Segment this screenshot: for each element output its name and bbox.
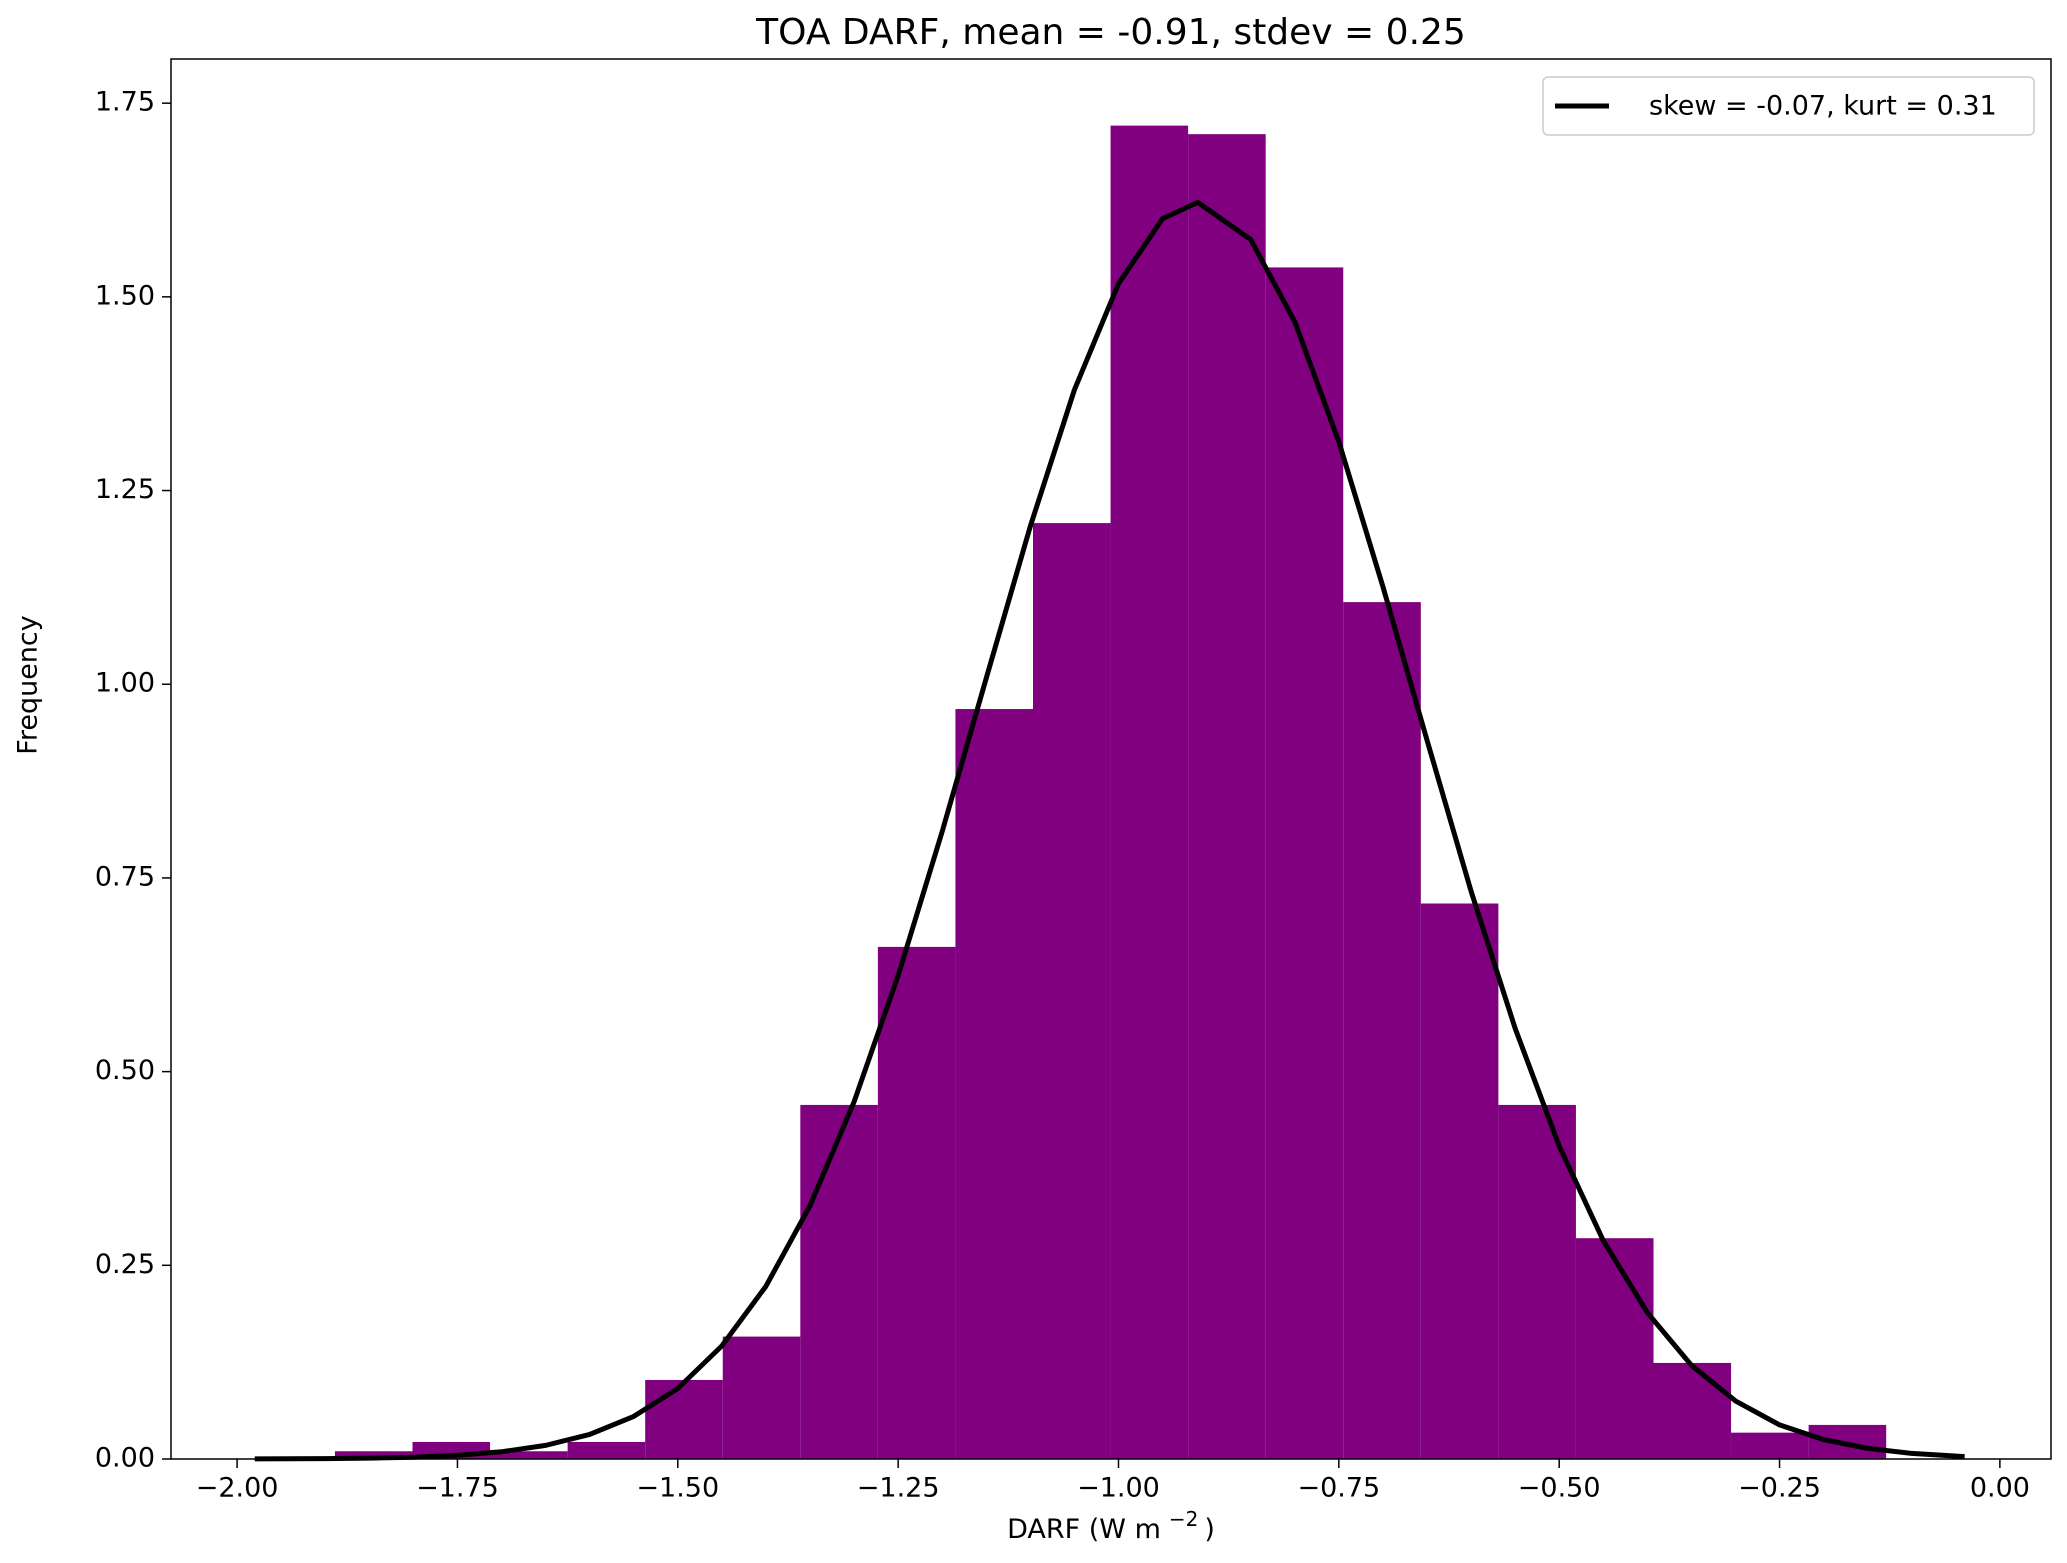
bar [955,709,1033,1459]
x-tick-label: −0.50 [1518,1473,1601,1504]
y-tick-label: 0.50 [95,1055,155,1086]
x-tick-label: −1.50 [636,1473,719,1504]
y-tick-label: 1.25 [95,474,155,505]
y-tick-label: 1.00 [95,668,155,699]
bar [1265,267,1344,1459]
axes-frame [170,58,2052,1460]
bar [1731,1432,1809,1459]
y-axis-label: Frequency [13,615,44,755]
bar [722,1336,801,1459]
y-tick-label: 0.75 [95,861,155,892]
x-tick-label: −0.75 [1297,1473,1380,1504]
chart-title: TOA DARF, mean = -0.91, stdev = 0.25 [755,12,1466,53]
x-tick-label: −1.75 [416,1473,499,1504]
bar [490,1451,568,1459]
bar [334,1451,413,1459]
bar [1575,1238,1654,1459]
x-axis-label-superscript: −2 [1169,1507,1198,1531]
x-axis-label-text: ) [1204,1514,1215,1545]
x-tick-label: −1.00 [1077,1473,1160,1504]
y-tick-label: 0.00 [95,1443,155,1474]
x-axis-label: DARF (W m −2) [1007,1507,1215,1545]
bar [1653,1362,1732,1459]
bar [1343,602,1421,1459]
bar [1498,1104,1576,1459]
x-tick-label: −0.25 [1738,1473,1821,1504]
y-tick-label: 1.75 [95,87,155,118]
y-tick-label: 0.25 [95,1249,155,1280]
bar [1110,125,1189,1460]
bar [1188,134,1266,1459]
bar [800,1104,878,1459]
x-tick-label: −1.25 [857,1473,940,1504]
legend-label: skew = -0.07, kurt = 0.31 [1649,91,1997,122]
legend-box [1542,76,2035,136]
y-tick-label: 1.50 [95,280,155,311]
x-tick-label: −2.00 [196,1473,279,1504]
bar [1032,523,1111,1459]
bar [567,1441,646,1459]
bar [877,946,956,1459]
bar [1420,903,1499,1459]
x-tick-label: 0.00 [1970,1473,2030,1504]
fit-curve [254,199,1965,1462]
x-axis-label-text: DARF (W m [1007,1514,1161,1545]
bar [645,1379,723,1459]
